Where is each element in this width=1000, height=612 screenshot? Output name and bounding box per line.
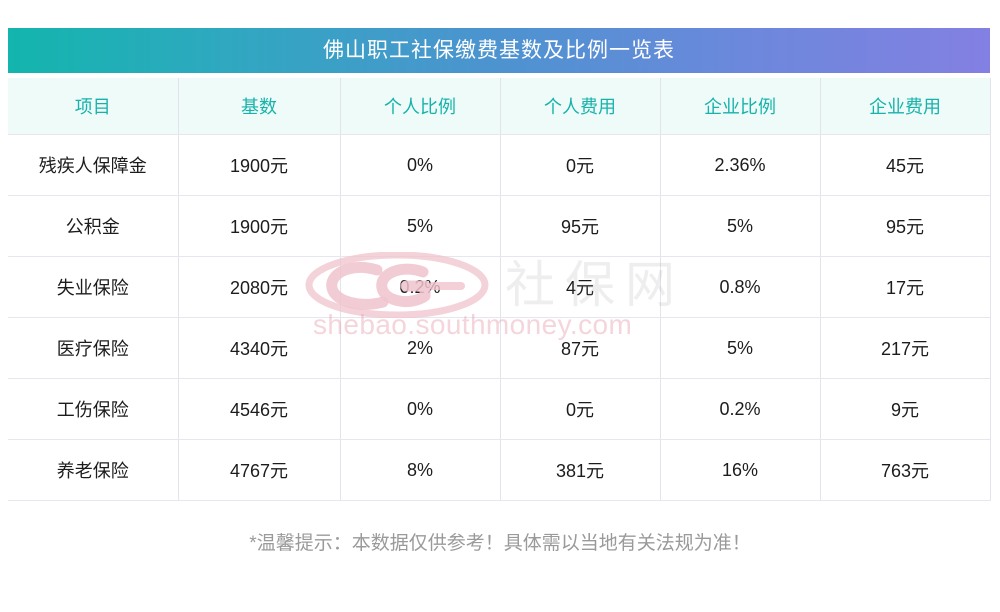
cell-personal-rate: 0% <box>340 134 501 196</box>
cell-company-rate: 0.8% <box>660 256 821 318</box>
cell-base: 4546元 <box>178 378 341 440</box>
cell-item: 公积金 <box>8 195 179 257</box>
cell-base: 2080元 <box>178 256 341 318</box>
cell-company-fee: 95元 <box>820 195 991 257</box>
table-container: 项目 基数 个人比例 个人费用 企业比例 企业费用 残疾人保障金 1900元 0… <box>8 78 991 501</box>
cell-company-rate: 5% <box>660 317 821 379</box>
cell-company-fee: 45元 <box>820 134 991 196</box>
cell-personal-fee: 95元 <box>500 195 661 257</box>
cell-personal-rate: 0.2% <box>340 256 501 318</box>
cell-company-fee: 9元 <box>820 378 991 440</box>
cell-personal-rate: 8% <box>340 439 501 501</box>
page-title: 佛山职工社保缴费基数及比例一览表 <box>323 39 675 62</box>
table-row: 失业保险 2080元 0.2% 4元 0.8% 17元 <box>8 256 991 318</box>
table-row: 养老保险 4767元 8% 381元 16% 763元 <box>8 439 991 501</box>
cell-base: 4767元 <box>178 439 341 501</box>
cell-company-rate: 0.2% <box>660 378 821 440</box>
cell-company-rate: 16% <box>660 439 821 501</box>
column-header-company-rate: 企业比例 <box>660 78 821 135</box>
cell-personal-fee: 4元 <box>500 256 661 318</box>
footer-note: *温馨提示：本数据仅供参考！具体需以当地有关法规为准！ <box>249 533 751 554</box>
cell-item: 养老保险 <box>8 439 179 501</box>
cell-company-fee: 763元 <box>820 439 991 501</box>
cell-company-rate: 2.36% <box>660 134 821 196</box>
cell-company-fee: 217元 <box>820 317 991 379</box>
table-header: 项目 基数 个人比例 个人费用 企业比例 企业费用 <box>8 78 991 135</box>
cell-item: 残疾人保障金 <box>8 134 179 196</box>
cell-personal-fee: 381元 <box>500 439 661 501</box>
table-row: 工伤保险 4546元 0% 0元 0.2% 9元 <box>8 378 991 440</box>
table-row: 公积金 1900元 5% 95元 5% 95元 <box>8 195 991 257</box>
cell-company-rate: 5% <box>660 195 821 257</box>
cell-item: 医疗保险 <box>8 317 179 379</box>
cell-personal-fee: 0元 <box>500 378 661 440</box>
table-row: 残疾人保障金 1900元 0% 0元 2.36% 45元 <box>8 134 991 196</box>
column-header-base: 基数 <box>178 78 341 135</box>
table-header-row: 项目 基数 个人比例 个人费用 企业比例 企业费用 <box>8 78 991 135</box>
social-insurance-table: 项目 基数 个人比例 个人费用 企业比例 企业费用 残疾人保障金 1900元 0… <box>8 78 991 501</box>
cell-item: 失业保险 <box>8 256 179 318</box>
cell-personal-rate: 2% <box>340 317 501 379</box>
cell-base: 4340元 <box>178 317 341 379</box>
cell-personal-rate: 0% <box>340 378 501 440</box>
cell-personal-fee: 0元 <box>500 134 661 196</box>
cell-base: 1900元 <box>178 134 341 196</box>
column-header-company-fee: 企业费用 <box>820 78 991 135</box>
table-body: 残疾人保障金 1900元 0% 0元 2.36% 45元 公积金 1900元 5… <box>8 134 991 501</box>
cell-item: 工伤保险 <box>8 378 179 440</box>
cell-personal-rate: 5% <box>340 195 501 257</box>
cell-company-fee: 17元 <box>820 256 991 318</box>
column-header-item: 项目 <box>8 78 179 135</box>
table-row: 医疗保险 4340元 2% 87元 5% 217元 <box>8 317 991 379</box>
column-header-personal-rate: 个人比例 <box>340 78 501 135</box>
cell-base: 1900元 <box>178 195 341 257</box>
column-header-personal-fee: 个人费用 <box>500 78 661 135</box>
title-banner: 佛山职工社保缴费基数及比例一览表 <box>8 28 990 73</box>
cell-personal-fee: 87元 <box>500 317 661 379</box>
